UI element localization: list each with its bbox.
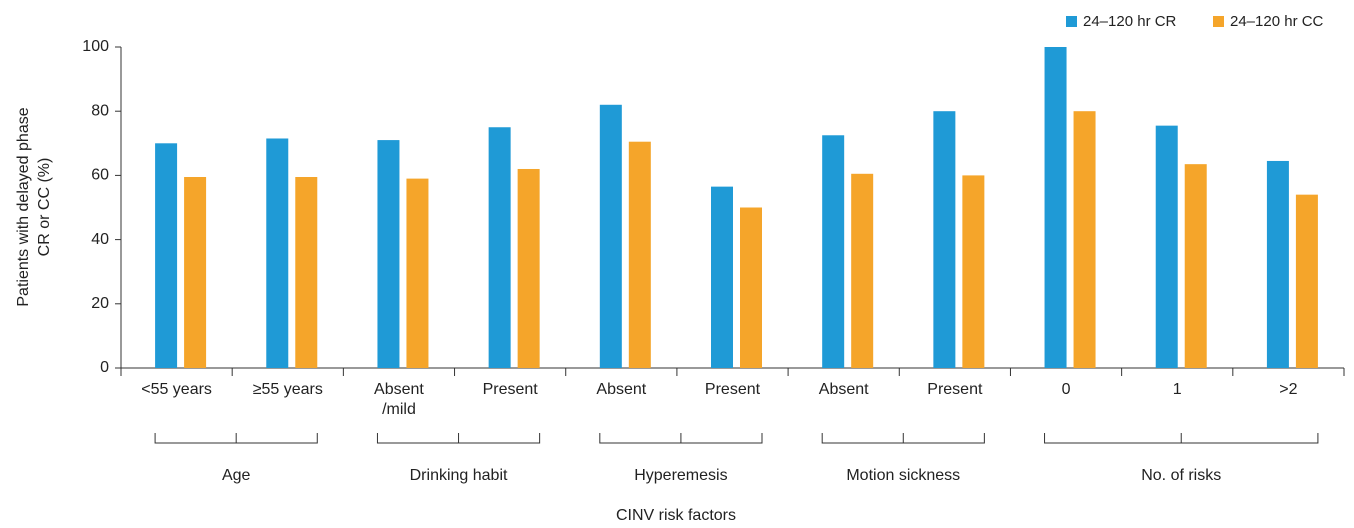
bar — [962, 175, 985, 368]
x-tick-label: ≥55 years — [253, 381, 323, 398]
group-bracket — [599, 433, 763, 444]
bar — [599, 104, 622, 368]
bar — [628, 141, 651, 368]
group-bracket — [376, 433, 541, 444]
y-tick-label: 60 — [91, 167, 109, 184]
group-label: Motion sickness — [846, 467, 960, 484]
x-tick-label: Present — [705, 381, 761, 398]
bar — [740, 207, 762, 368]
bar — [266, 138, 289, 368]
group-bracket — [1044, 433, 1319, 444]
group-label: Hyperemesis — [634, 467, 727, 484]
bar — [488, 127, 511, 368]
group-bracket — [821, 433, 985, 444]
bar — [184, 177, 207, 368]
x-tick-label: Absent/mild — [374, 381, 424, 418]
x-tick-label: Absent — [819, 381, 869, 398]
bar — [851, 173, 874, 368]
y-tick-label: 0 — [100, 359, 109, 376]
x-tick-label: Present — [483, 381, 539, 398]
legend-label: 24–120 hr CC — [1230, 13, 1324, 30]
bar — [1155, 125, 1178, 369]
bar — [377, 140, 400, 368]
y-tick-label: 80 — [91, 102, 109, 119]
legend-swatch — [1066, 16, 1077, 27]
bar — [1295, 194, 1318, 368]
x-tick-label: 1 — [1173, 381, 1182, 398]
bar — [1073, 111, 1096, 368]
y-tick-label: 100 — [82, 38, 109, 55]
bar — [1044, 47, 1067, 368]
x-tick-label: 0 — [1062, 381, 1071, 398]
group-label: No. of risks — [1141, 467, 1221, 484]
bar — [295, 177, 318, 368]
x-tick-label: >2 — [1279, 381, 1297, 398]
bar — [711, 186, 733, 368]
bar — [406, 178, 429, 368]
legend-label: 24–120 hr CR — [1083, 13, 1177, 30]
bar — [933, 111, 956, 368]
group-label: Drinking habit — [410, 467, 508, 484]
bar — [155, 143, 178, 368]
bar — [517, 168, 540, 368]
y-axis-title: Patients with delayed phase — [15, 107, 32, 306]
group-bracket — [154, 433, 318, 444]
bar — [822, 135, 845, 368]
bar — [1184, 164, 1207, 368]
x-axis-title: CINV risk factors — [616, 507, 736, 524]
y-axis-title: CR or CC (%) — [36, 158, 53, 257]
x-tick-label: Present — [927, 381, 983, 398]
group-label: Age — [222, 467, 251, 484]
y-tick-label: 20 — [91, 295, 109, 312]
x-tick-label: <55 years — [141, 381, 212, 398]
legend-swatch — [1213, 16, 1224, 27]
y-tick-label: 40 — [91, 231, 109, 248]
x-tick-label: Absent — [596, 381, 646, 398]
bar — [1266, 160, 1289, 368]
